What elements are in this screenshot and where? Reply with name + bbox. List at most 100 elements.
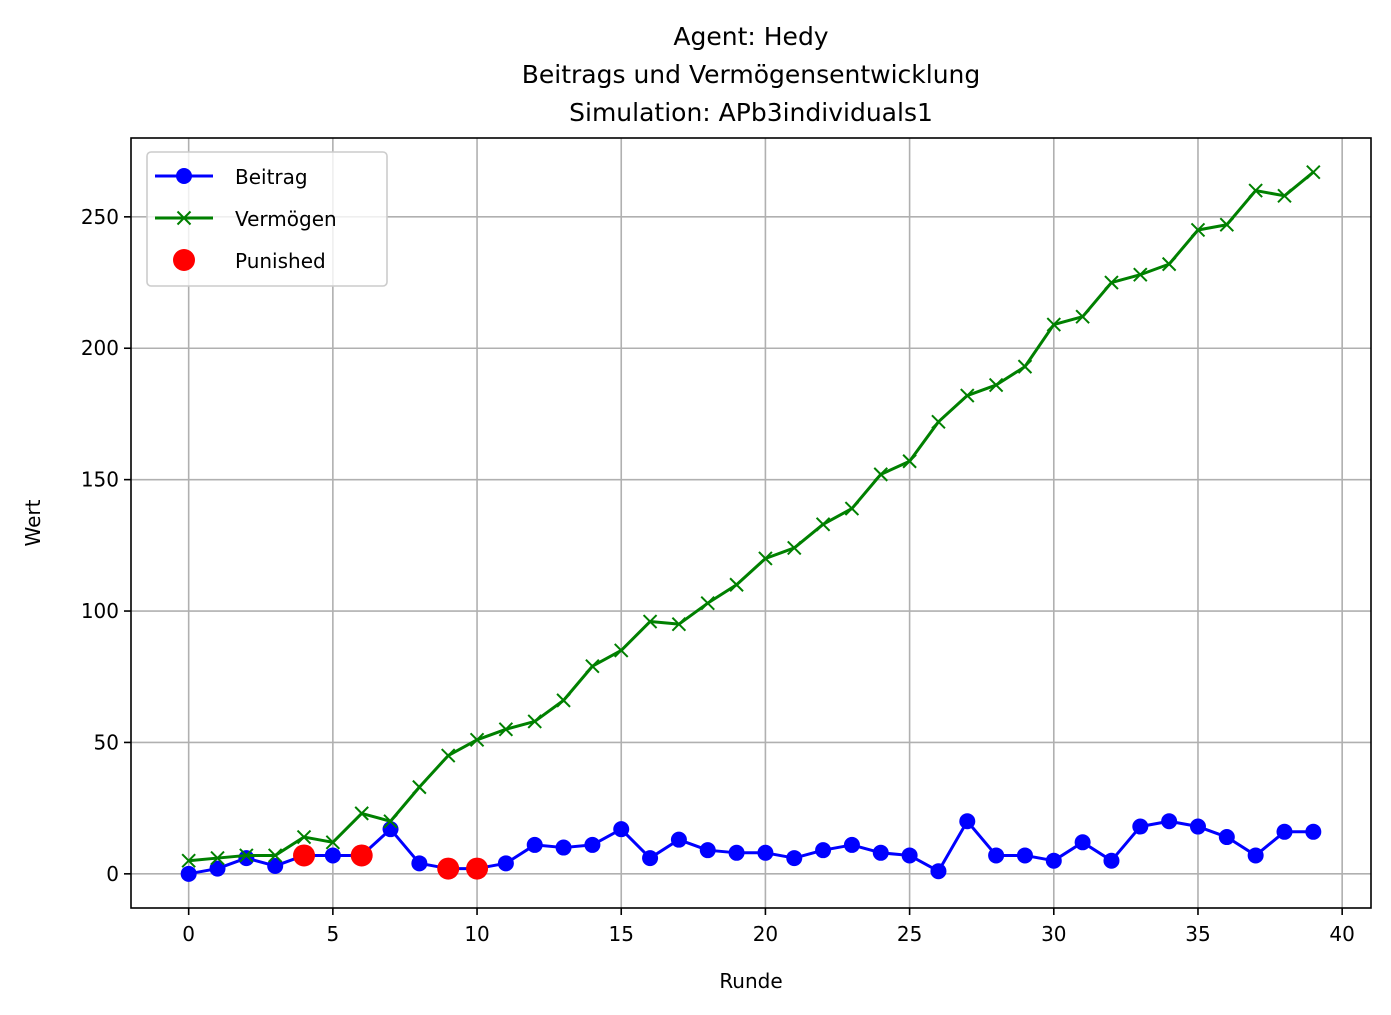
verm-gen-point [1190, 222, 1206, 238]
beitrag-point [728, 844, 745, 861]
verm-gen-point [239, 848, 254, 863]
verm-gen-point-stroke-b [671, 616, 687, 632]
y-tick-label-50: 50 [94, 730, 119, 754]
beitrag-point [267, 857, 284, 874]
verm-gen-point-stroke-b [267, 848, 283, 863]
verm-gen-point-stroke-b [1104, 275, 1119, 290]
verm-gen-point [931, 414, 946, 430]
legend-marker-beitrag [176, 168, 192, 184]
beitrag-point [555, 839, 572, 856]
verm-gen-point-stroke-b [556, 693, 571, 708]
verm-gen-point [469, 732, 485, 748]
beitrag-point [584, 836, 601, 853]
legend-item-verm-gen: Vermögen [155, 207, 337, 231]
title-line-1: Agent: Hedy [673, 22, 828, 51]
verm-gen-point [1219, 217, 1235, 232]
verm-gen-point [902, 454, 917, 469]
legend-marker-verm-gen-stroke-b [176, 210, 192, 226]
beitrag-point [497, 855, 514, 872]
x-tick-label-5: 5 [326, 922, 339, 946]
verm-gen-point [296, 829, 312, 845]
verm-gen-point [671, 616, 687, 632]
y-tick-label-150: 150 [81, 468, 119, 492]
legend-item-beitrag: Beitrag [155, 165, 308, 189]
verm-gen-point [585, 659, 600, 674]
verm-gen-point-stroke-b [902, 454, 917, 469]
verm-gen-point-stroke-b [642, 614, 658, 629]
beitrag-point [1045, 852, 1062, 869]
verm-gen-point [642, 614, 658, 629]
beitrag-point [324, 847, 341, 864]
verm-gen-point-stroke-b [988, 377, 1004, 393]
verm-gen-point [1133, 267, 1148, 282]
beitrag-point [382, 821, 399, 838]
verm-gen-point-stroke-b [585, 659, 600, 674]
verm-gen-point [873, 467, 888, 482]
beitrag-point [1189, 818, 1206, 835]
verm-gen-point-stroke-b [325, 835, 341, 850]
beitrag-point [930, 863, 947, 880]
beitrag-point [872, 844, 889, 861]
x-tick-label-0: 0 [182, 922, 195, 946]
verm-gen-point-stroke-b [960, 388, 975, 403]
beitrag-point [209, 860, 226, 877]
beitrag-point [670, 831, 687, 848]
beitrag-point [843, 836, 860, 853]
verm-gen-point-stroke-b [1248, 183, 1263, 198]
beitrag-point [1247, 847, 1264, 864]
verm-gen-point [383, 814, 398, 829]
verm-gen-point [844, 501, 860, 516]
verm-gen-point [700, 595, 715, 611]
verm-gen-point [267, 848, 283, 863]
legend-label-beitrag: Beitrag [235, 165, 308, 189]
x-tick-label-10: 10 [464, 922, 489, 946]
verm-gen-point-stroke-b [931, 414, 946, 430]
verm-gen-point-stroke-b [354, 806, 369, 821]
beitrag-point [901, 847, 918, 864]
x-tick-label-35: 35 [1185, 922, 1210, 946]
verm-gen-point [1277, 188, 1292, 204]
verm-gen-point-stroke-b [181, 853, 196, 868]
beitrag-point [1276, 823, 1293, 840]
verm-gen-point-stroke-b [815, 517, 831, 532]
verm-gen-point-stroke-b [1219, 217, 1235, 232]
legend-marker-verm-gen [176, 210, 192, 226]
verm-gen-point [815, 517, 831, 532]
verm-gen-point-stroke-b [469, 732, 485, 748]
series-verm-gen [181, 164, 1321, 868]
beitrag-point [180, 865, 197, 882]
x-tick-label-30: 30 [1041, 922, 1066, 946]
title-line-2: Beitrags und Vermögensentwicklung [522, 60, 981, 89]
series-punished [293, 844, 489, 880]
beitrag-point [1132, 818, 1149, 835]
verm-gen-point [1104, 275, 1119, 290]
verm-gen-point [441, 748, 456, 763]
legend-marker-punished [173, 249, 195, 271]
beitrag-point [699, 842, 716, 859]
punished-point [293, 844, 316, 867]
beitrag-point [815, 842, 832, 859]
verm-gen-point-stroke-b [1306, 164, 1321, 180]
verm-gen-point [181, 853, 196, 868]
verm-gen-point [1046, 317, 1061, 332]
verm-gen-point-stroke-b [758, 551, 773, 566]
x-tick-label-40: 40 [1329, 922, 1354, 946]
verm-gen-point [1248, 183, 1263, 198]
legend-label-verm-gen: Vermögen [235, 207, 337, 231]
verm-gen-point-stroke-b [844, 501, 860, 516]
verm-gen-point-stroke-b [296, 829, 312, 845]
beitrag-point [757, 844, 774, 861]
y-tick-label-100: 100 [81, 599, 119, 623]
verm-gen-point-stroke-b [1161, 256, 1177, 272]
verm-gen-point-stroke-b [210, 850, 225, 866]
verm-gen-point-stroke-b [239, 848, 254, 863]
verm-gen-point-stroke-b [614, 643, 629, 658]
legend-label-punished: Punished [235, 249, 326, 273]
beitrag-point [411, 855, 428, 872]
verm-gen-point-stroke-b [1075, 309, 1090, 324]
verm-gen-point-stroke-b [1277, 188, 1292, 204]
x-tick-label-20: 20 [753, 922, 778, 946]
series-line-verm-gen [188, 171, 1315, 863]
verm-gen-point [787, 540, 802, 556]
